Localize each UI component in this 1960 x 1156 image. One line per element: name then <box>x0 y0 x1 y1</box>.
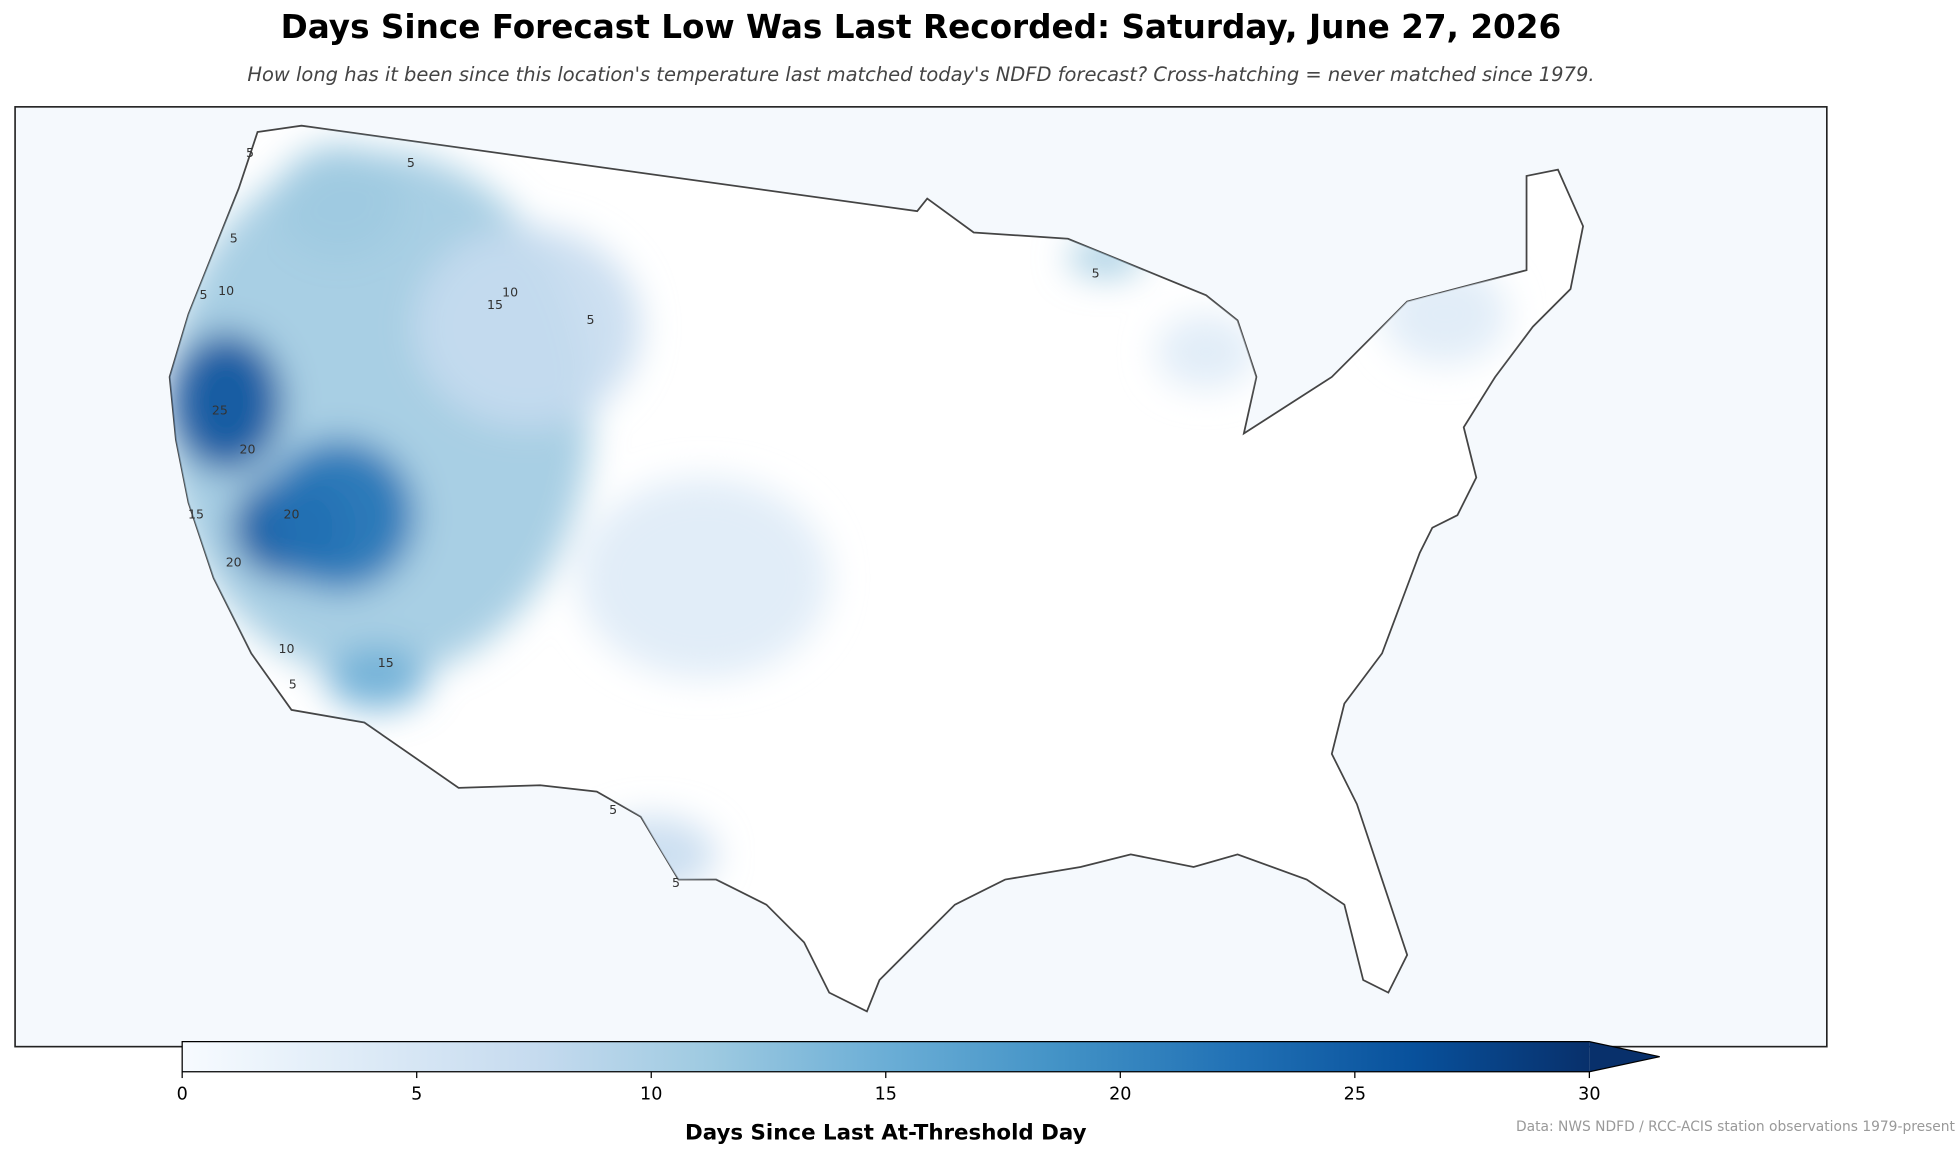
shading-blob <box>414 226 641 428</box>
shading <box>169 144 1508 893</box>
contour-label: 10 <box>218 283 234 298</box>
contour-label: 20 <box>226 554 242 569</box>
colorbar-extend <box>1589 1041 1660 1072</box>
shading-blob <box>577 477 830 679</box>
colorbar-ramp <box>182 1041 1590 1072</box>
colorbar-tick-label: 20 <box>1109 1084 1131 1104</box>
shading-blob <box>169 333 283 472</box>
contour-label: 10 <box>278 641 294 656</box>
colorbar-tick-label: 5 <box>411 1084 422 1104</box>
contour-label: 5 <box>609 802 617 817</box>
colorbar-tick-label: 25 <box>1344 1084 1366 1104</box>
subtitle: How long has it been since this location… <box>247 63 1594 86</box>
colorbar-tick-label: 10 <box>640 1084 662 1104</box>
contour-label: 25 <box>212 402 228 417</box>
colorbar-tick-label: 15 <box>875 1084 897 1104</box>
colorbar-label: Days Since Last At-Threshold Day <box>685 1120 1087 1145</box>
contour-label: 10 <box>502 284 518 299</box>
shading-blob <box>326 647 428 710</box>
contour-label: 20 <box>240 441 256 456</box>
contour-label: 15 <box>378 655 394 670</box>
contour-label: 5 <box>246 145 254 160</box>
colorbar-tick-label: 30 <box>1578 1084 1600 1104</box>
contour-label: 5 <box>289 676 297 691</box>
contour-label: 15 <box>188 507 204 522</box>
colorbar-tick-label: 0 <box>177 1084 188 1104</box>
contour-label: 5 <box>230 230 238 245</box>
contour-label: 5 <box>200 287 208 302</box>
contour-label: 15 <box>487 297 503 312</box>
contour-label: 5 <box>672 875 680 890</box>
shading-blob <box>263 439 415 591</box>
shading-blob <box>1155 314 1257 390</box>
title: Days Since Forecast Low Was Last Recorde… <box>281 8 1562 46</box>
colorbar: 0 5 10 15 20 25 30 <box>177 1040 1660 1104</box>
contour-label: 20 <box>284 507 300 522</box>
contour-label: 5 <box>1092 265 1100 280</box>
colorbar-outline <box>181 1040 1660 1073</box>
contour-label: 5 <box>407 155 415 170</box>
contour-label: 5 <box>587 312 595 327</box>
credit: Data: NWS NDFD / RCC-ACIS station observ… <box>1516 1119 1956 1135</box>
shading-blob <box>276 144 403 258</box>
